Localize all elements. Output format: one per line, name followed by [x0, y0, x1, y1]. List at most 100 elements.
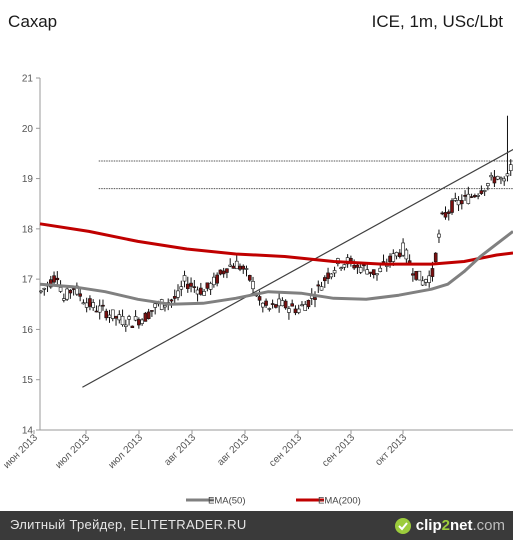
candle-body — [234, 260, 239, 270]
candle-body — [150, 310, 154, 312]
x-tick-label: окт 2013 — [373, 432, 409, 468]
candle-body — [244, 268, 249, 270]
y-tick-label: 21 — [22, 74, 34, 85]
candle-body — [443, 212, 448, 218]
candle-body — [257, 296, 262, 301]
candle-body — [469, 196, 474, 198]
candle-body — [65, 288, 69, 300]
candle-body — [124, 324, 128, 327]
candle-body — [339, 267, 343, 269]
candle-body — [270, 303, 275, 305]
candle-body — [492, 176, 497, 184]
candle-body — [398, 252, 402, 257]
candle-body — [88, 298, 92, 307]
candle-body — [58, 287, 63, 292]
candle-body — [169, 299, 174, 302]
candle-body — [342, 264, 347, 268]
candle-body — [293, 308, 298, 314]
chart-source: ICE, 1m, USc/Lbt — [371, 12, 503, 31]
candle-body — [456, 200, 461, 206]
candle-body — [62, 298, 66, 301]
candle-body — [225, 268, 229, 273]
footer-bar: Элитный Трейдер, ELITETRADER.RU clip2net… — [0, 511, 513, 540]
candle-body — [401, 242, 405, 256]
candle-body — [185, 283, 190, 289]
candle-body — [241, 265, 246, 270]
y-tick-label: 19 — [22, 174, 34, 185]
candle-body — [296, 308, 301, 313]
legend-label: EMA(200) — [318, 496, 361, 507]
candle-body — [479, 190, 484, 194]
candle-body — [420, 280, 425, 286]
candle-body — [306, 299, 311, 308]
candle-body — [199, 287, 203, 295]
candle-body — [120, 316, 125, 326]
candle-body — [355, 264, 360, 268]
ema50-line — [39, 230, 513, 306]
candle-body — [332, 270, 337, 274]
candle-body — [127, 316, 131, 320]
candle-body — [264, 300, 268, 306]
candle-body — [52, 275, 56, 283]
candle-body — [212, 276, 216, 286]
candle-body — [352, 265, 356, 269]
candle-body — [94, 310, 99, 313]
candle-body — [110, 309, 115, 319]
candle-body — [384, 265, 389, 267]
candle-body — [189, 282, 193, 287]
candle-body — [48, 279, 53, 288]
candle-body — [192, 286, 197, 288]
candle-body — [81, 302, 86, 305]
candle-body — [290, 303, 294, 307]
candle-body — [215, 274, 219, 284]
candle-body — [202, 291, 206, 296]
candle-body — [261, 302, 265, 308]
candle-body — [414, 271, 418, 280]
candle-body — [205, 282, 210, 289]
clip2net-icon — [394, 517, 411, 534]
candle-body — [78, 293, 82, 297]
candle-body — [489, 175, 493, 178]
y-tick-label: 15 — [22, 375, 34, 386]
x-tick-label: авг 2013 — [215, 432, 251, 468]
candle-body — [251, 281, 255, 290]
candle-body — [388, 255, 392, 263]
candle-body — [437, 233, 441, 238]
candle-body — [329, 273, 334, 278]
candle-body — [378, 267, 383, 272]
candle-body — [130, 325, 135, 329]
x-tick-label: авг 2013 — [162, 432, 198, 468]
candle-body — [247, 275, 252, 281]
candle-body — [221, 270, 226, 275]
candle-body — [104, 310, 109, 319]
candle-body — [486, 183, 490, 187]
candle-body — [39, 290, 43, 293]
trend-line — [82, 148, 513, 388]
clip2net-logo: clip2net .com — [394, 515, 505, 536]
candle-body — [313, 297, 317, 300]
candle-body — [274, 304, 278, 308]
candle-body — [349, 258, 353, 262]
y-tick-label: 16 — [22, 325, 34, 336]
y-tick-label: 17 — [22, 275, 34, 286]
candle-body — [482, 190, 487, 192]
candle-body — [505, 173, 510, 177]
x-tick-label: сен 2013 — [267, 432, 304, 469]
candle-body — [146, 311, 151, 320]
candle-body — [140, 319, 144, 324]
candle-body — [502, 178, 507, 182]
candle-body — [368, 271, 373, 274]
candle-body — [107, 314, 112, 318]
candle-body — [238, 265, 242, 270]
x-tick-label: сен 2013 — [320, 432, 357, 469]
candle-body — [365, 269, 370, 275]
legend-label: EMA(50) — [208, 496, 245, 507]
y-tick-label: 18 — [22, 224, 34, 235]
candle-body — [101, 304, 105, 307]
candle-body — [218, 269, 223, 275]
logo-domain: .com — [472, 517, 505, 534]
candle-body — [319, 286, 324, 291]
candle-body — [450, 200, 454, 213]
candle-body — [362, 264, 366, 267]
candle-body — [117, 314, 122, 321]
